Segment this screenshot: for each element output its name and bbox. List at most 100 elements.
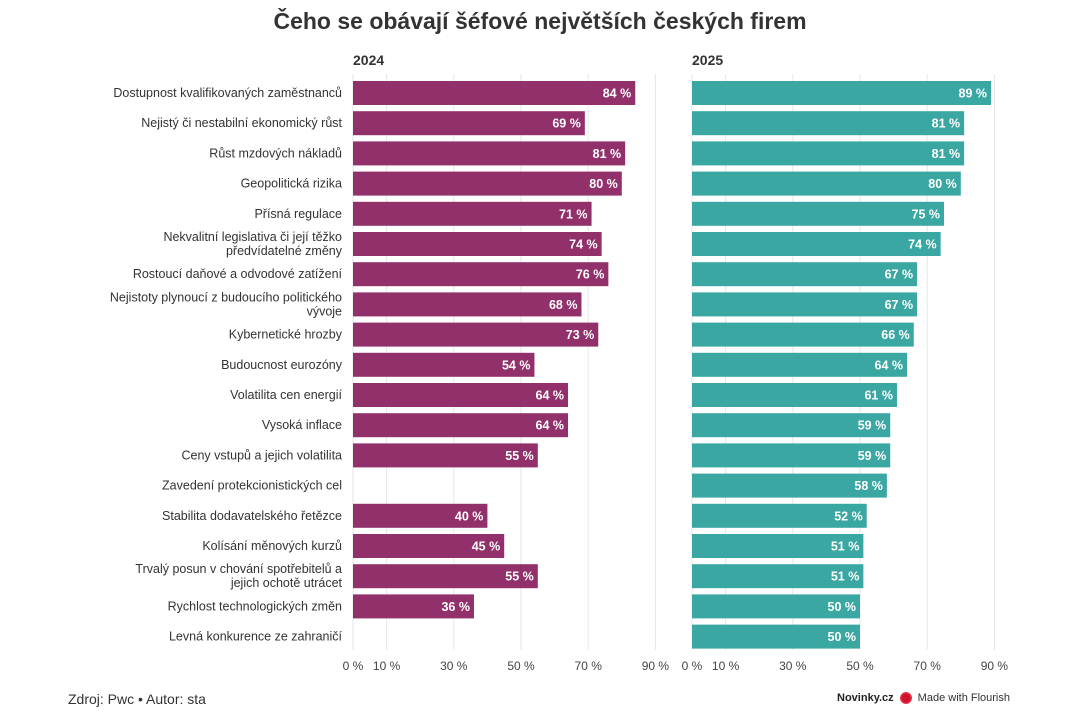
bar-2025	[692, 111, 965, 136]
bar-value-label-2024: 64 %	[536, 389, 565, 403]
bar-2024	[353, 383, 569, 407]
bar-2024	[353, 232, 602, 256]
brand-logo-text[interactable]: Novinky.cz	[837, 692, 894, 704]
footer-branding: Novinky.cz Made with Flourish	[837, 692, 1010, 704]
bar-2025	[692, 624, 860, 649]
bar-value-label-2024: 68 %	[549, 298, 578, 312]
bar-value-label-2024: 80 %	[589, 177, 618, 191]
bar-value-label-2025: 66 %	[881, 328, 910, 342]
x-tick-label-2024-10: 10 %	[373, 659, 401, 673]
category-label: Nekvalitní legislativa či její těžko před…	[163, 230, 342, 258]
x-tick-label-2024-70: 70 %	[575, 659, 603, 673]
bar-2025	[692, 141, 965, 166]
bar-2024	[353, 201, 592, 226]
source-credit: Zdroj: Pwc • Autor: sta	[68, 691, 206, 707]
bar-value-label-2024: 74 %	[569, 238, 598, 252]
x-tick-label-2025-30: 30 %	[779, 659, 807, 673]
bar-2024	[353, 322, 599, 347]
bar-2025	[692, 534, 864, 558]
category-label: Trvalý posun v chování spotřebitelů a jej…	[135, 562, 342, 590]
bar-2025	[692, 201, 944, 226]
bar-2024	[353, 292, 582, 317]
x-tick-label-2025-90: 90 %	[981, 659, 1009, 673]
bar-value-label-2025: 74 %	[908, 238, 937, 252]
bar-value-label-2025: 50 %	[828, 630, 857, 644]
bar-2025	[692, 262, 918, 287]
bar-value-label-2025: 59 %	[858, 419, 887, 433]
bar-value-label-2025: 58 %	[854, 479, 883, 493]
bar-2025	[692, 413, 891, 438]
bar-value-label-2024: 84 %	[603, 87, 632, 101]
category-label: Levná konkurence ze zahraničí	[169, 630, 343, 644]
bar-value-label-2024: 54 %	[502, 358, 531, 372]
category-label: Přísná regulace	[254, 207, 342, 221]
category-label: Rychlost technologických změn	[168, 599, 342, 613]
panel-title-2024: 2024	[353, 52, 385, 68]
bar-chart: 0 % 10 % 30 % 50 % 70 % 90 % 0 % 10 % 30 % 50 % 70…	[110, 74, 1009, 673]
bar-2025	[692, 81, 992, 105]
bar-2024	[353, 443, 538, 468]
bar-2024	[353, 503, 488, 528]
x-tick-label-2024-0: 0 %	[343, 659, 364, 673]
bar-2025	[692, 232, 941, 256]
category-label: Nejistý či nestabilní ekonomický růst	[141, 116, 342, 130]
category-label: Vysoká inflace	[262, 418, 342, 432]
bar-value-label-2024: 55 %	[505, 449, 534, 463]
bar-value-label-2025: 52 %	[834, 509, 863, 523]
x-tick-label-2025-50: 50 %	[846, 659, 874, 673]
bar-2025	[692, 473, 887, 498]
bar-2024	[353, 564, 538, 589]
category-label: Růst mzdových nákladů	[209, 146, 342, 160]
category-label: Nejistoty plynoucí z budoucího politické…	[110, 290, 342, 318]
bar-2025	[692, 443, 891, 468]
bar-2024	[353, 594, 474, 619]
bar-2024	[353, 141, 626, 166]
bar-value-label-2024: 45 %	[472, 540, 501, 554]
bar-2025	[692, 383, 897, 407]
bar-2024	[353, 534, 505, 558]
category-label: Geopolitická rizika	[241, 177, 342, 191]
bar-2025	[692, 594, 860, 619]
bar-2024	[353, 81, 636, 105]
category-label: Ceny vstupů a jejich volatilita	[182, 448, 343, 462]
category-label: Kolísání měnových kurzů	[202, 539, 342, 553]
x-tick-label-2024-90: 90 %	[642, 659, 670, 673]
x-tick-label-2025-10: 10 %	[712, 659, 740, 673]
bar-2024	[353, 352, 535, 377]
bar-value-label-2024: 64 %	[536, 419, 565, 433]
bar-value-label-2025: 67 %	[885, 298, 914, 312]
x-tick-label-2025-70: 70 %	[914, 659, 942, 673]
bar-value-label-2024: 40 %	[455, 509, 484, 523]
panel-title-2025: 2025	[692, 52, 724, 68]
bar-value-label-2025: 50 %	[828, 600, 857, 614]
chart-title: Čeho se obávají šéfové největších českýc…	[273, 8, 807, 34]
bar-value-label-2024: 71 %	[559, 207, 588, 221]
bar-value-label-2025: 81 %	[932, 117, 961, 131]
bar-value-label-2025: 61 %	[864, 389, 893, 403]
bar-2024	[353, 413, 569, 438]
category-label: Rostoucí daňové a odvodové zatížení	[133, 267, 343, 281]
bar-value-label-2024: 73 %	[566, 328, 595, 342]
bar-value-label-2025: 89 %	[959, 87, 988, 101]
bar-value-label-2025: 81 %	[932, 147, 961, 161]
category-label: Zavedení protekcionistických cel	[162, 479, 342, 493]
category-label: Kybernetické hrozby	[229, 328, 343, 342]
bar-value-label-2024: 69 %	[552, 117, 581, 131]
bar-2025	[692, 322, 914, 347]
bar-value-label-2025: 51 %	[831, 570, 860, 584]
bar-value-label-2024: 55 %	[505, 570, 534, 584]
bar-2025	[692, 503, 867, 528]
bar-value-label-2025: 59 %	[858, 449, 887, 463]
bar-value-label-2024: 81 %	[593, 147, 622, 161]
category-label: Stabilita dodavatelského řetězce	[162, 509, 342, 523]
flourish-icon	[899, 692, 912, 704]
category-label: Volatilita cen energií	[230, 388, 342, 402]
bar-2025	[692, 171, 961, 196]
bar-2024	[353, 171, 622, 196]
category-label: Dostupnost kvalifikovaných zaměstnanců	[113, 86, 342, 100]
made-with-flourish-link[interactable]: Made with Flourish	[917, 692, 1010, 704]
bar-value-label-2025: 67 %	[885, 268, 914, 282]
bar-2024	[353, 111, 585, 136]
x-tick-label-2024-30: 30 %	[440, 659, 468, 673]
bar-value-label-2025: 80 %	[928, 177, 957, 191]
